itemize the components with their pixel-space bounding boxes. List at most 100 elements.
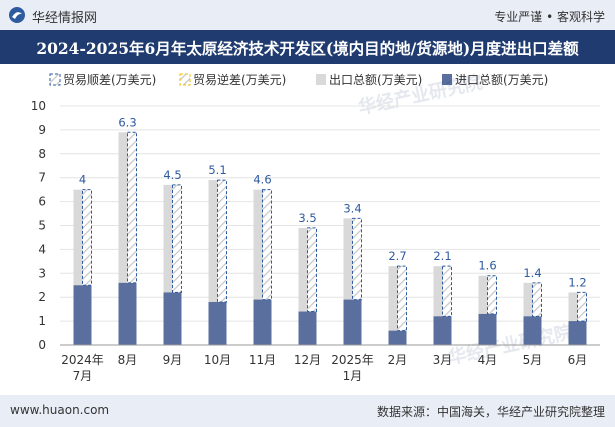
- y-tick-label: 3: [38, 266, 46, 280]
- footer-bar: www.huaon.com 数据来源：中国海关，华经产业研究院整理: [0, 395, 615, 427]
- data-labels: 4 6.3 4.5 5.1 4.6 3.5 3.4 2.7 2.1 1.6 1.4 1.2: [79, 115, 587, 289]
- data-label: 1.4: [523, 266, 541, 280]
- surplus-bar: [82, 189, 92, 286]
- website-url: www.huaon.com: [10, 403, 110, 417]
- x-tick-line: 11月: [249, 353, 276, 367]
- x-tick-line: 5月: [523, 353, 543, 367]
- title-bar: 2024-2025年6月年太原经济技术开发区(境内目的地/货源地)月度进出口差额: [0, 30, 615, 64]
- legend-swatch: [316, 74, 326, 85]
- surplus-bar: [577, 291, 587, 322]
- top-bar: 华经情报网 专业严谨 • 客观科学: [0, 0, 615, 30]
- y-tick-label: 1: [38, 314, 46, 328]
- legend-item: 贸易逆差(万美元): [179, 72, 286, 87]
- surplus-bar: [487, 275, 497, 315]
- data-label: 2.7: [388, 249, 406, 263]
- legend-item: 出口总额(万美元): [316, 73, 422, 87]
- data-source: 数据来源：中国海关，华经产业研究院整理: [376, 405, 605, 419]
- surplus-bar: [262, 189, 272, 301]
- surplus-bar: [352, 217, 362, 301]
- y-tick-label: 5: [38, 219, 46, 233]
- x-tick-label: 4月: [478, 353, 498, 367]
- surplus-bar: [127, 131, 137, 284]
- surplus-bar: [442, 265, 452, 317]
- x-tick-label: 8月: [118, 353, 138, 367]
- import-bar: [388, 330, 407, 345]
- y-axis-ticks: 0 1 2 3 4 5 6 7 8 9 10: [31, 99, 46, 352]
- x-tick-line: 2024年: [61, 353, 104, 367]
- x-tick-line: 3月: [433, 353, 453, 367]
- bars: [73, 131, 587, 345]
- import-bar: [208, 301, 227, 345]
- x-tick-line: 12月: [294, 353, 321, 367]
- import-bar: [163, 292, 182, 345]
- import-bar: [73, 285, 92, 345]
- y-tick-label: 7: [38, 171, 46, 185]
- import-bar: [118, 282, 137, 345]
- import-bar: [523, 316, 542, 345]
- data-label: 3.4: [343, 201, 361, 215]
- import-bar: [343, 299, 362, 345]
- surplus-bar: [532, 282, 542, 317]
- y-tick-label: 8: [38, 147, 46, 161]
- x-tick-line: 9月: [163, 353, 183, 367]
- import-bar: [478, 313, 497, 345]
- data-label: 3.5: [298, 211, 316, 225]
- x-tick-line: 1月: [343, 369, 363, 383]
- legend-swatch: [49, 73, 61, 86]
- data-label: 6.3: [118, 115, 136, 129]
- chart: 贸易顺差(万美元) 贸易逆差(万美元) 出口总额(万美元) 进口总额(万美元)华经产业…: [31, 71, 600, 383]
- x-tick-line: 10月: [204, 353, 231, 367]
- data-label: 1.6: [478, 259, 496, 273]
- x-tick-label: 10月: [204, 353, 231, 367]
- data-label: 2.1: [433, 249, 451, 263]
- data-label: 4: [79, 173, 86, 187]
- data-label: 5.1: [208, 163, 226, 177]
- data-label: 1.2: [568, 275, 586, 289]
- y-tick-label: 0: [38, 338, 46, 352]
- surplus-bar: [307, 227, 317, 313]
- surplus-bar: [217, 179, 227, 303]
- data-label: 4.5: [163, 168, 181, 182]
- x-tick-label: 2024年 7月: [61, 353, 104, 383]
- x-tick-label: 11月: [249, 353, 276, 367]
- legend-label: 出口总额(万美元): [329, 73, 422, 87]
- legend-label: 进口总额(万美元): [455, 73, 548, 87]
- legend-swatch: [442, 74, 452, 85]
- import-bar: [568, 321, 587, 345]
- legend-item: 贸易顺差(万美元): [49, 73, 156, 87]
- x-tick-label: 5月: [523, 353, 543, 367]
- legend-label: 贸易逆差(万美元): [193, 72, 286, 87]
- x-tick-line: 2月: [388, 353, 408, 367]
- import-bar: [253, 299, 272, 345]
- huajing-logo-icon: [9, 7, 25, 23]
- legend-item: 进口总额(万美元): [442, 73, 548, 87]
- import-bar: [298, 311, 317, 345]
- y-tick-label: 6: [38, 195, 46, 209]
- legend-label: 贸易顺差(万美元): [63, 73, 156, 87]
- x-tick-line: 4月: [478, 353, 498, 367]
- y-tick-label: 2: [38, 290, 46, 304]
- x-tick-line: 2025年: [331, 353, 374, 367]
- x-tick-line: 8月: [118, 353, 138, 367]
- x-tick-label: 6月: [568, 353, 588, 367]
- brand-name: 华经情报网: [32, 11, 98, 26]
- gridlines: [60, 105, 600, 322]
- x-tick-label: 2月: [388, 353, 408, 367]
- import-bar: [433, 316, 452, 345]
- x-tick-label: 3月: [433, 353, 453, 367]
- x-tick-line: 6月: [568, 353, 588, 367]
- x-axis-ticks: 2024年 7月 8月 9月 10月 11月 12月 2025年 1月 2月 3月 4月 5月 6月: [61, 353, 587, 383]
- x-tick-line: 7月: [73, 369, 93, 383]
- y-tick-label: 4: [38, 242, 46, 256]
- surplus-bar: [397, 265, 407, 332]
- y-tick-label: 9: [38, 123, 46, 137]
- data-label: 4.6: [253, 173, 271, 187]
- slogan: 专业严谨 • 客观科学: [494, 10, 605, 24]
- legend-swatch: [179, 73, 191, 86]
- x-tick-label: 2025年 1月: [331, 353, 374, 383]
- surplus-bar: [172, 184, 182, 293]
- chart-title: 2024-2025年6月年太原经济技术开发区(境内目的地/货源地)月度进出口差额: [36, 39, 579, 58]
- y-tick-label: 10: [31, 99, 46, 113]
- x-tick-label: 12月: [294, 353, 321, 367]
- x-tick-label: 9月: [163, 353, 183, 367]
